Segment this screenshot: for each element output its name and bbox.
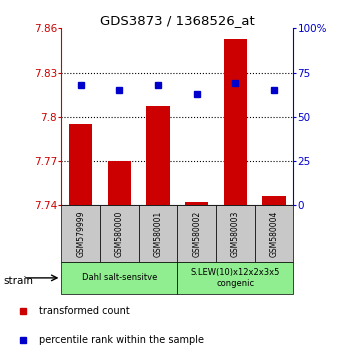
Text: strain: strain	[3, 276, 33, 286]
Bar	[177, 205, 216, 262]
Bar	[255, 205, 293, 262]
Bar	[61, 205, 100, 262]
Bar	[185, 202, 208, 205]
Text: GSM580001: GSM580001	[153, 211, 163, 257]
Bar	[100, 205, 139, 262]
Bar	[139, 205, 177, 262]
Text: GSM580002: GSM580002	[192, 211, 201, 257]
Title: GDS3873 / 1368526_at: GDS3873 / 1368526_at	[100, 14, 255, 27]
Bar	[146, 107, 169, 205]
Text: GSM580004: GSM580004	[269, 210, 279, 257]
Text: S.LEW(10)x12x2x3x5
congenic: S.LEW(10)x12x2x3x5 congenic	[191, 268, 280, 287]
Bar	[108, 161, 131, 205]
Text: GSM579999: GSM579999	[76, 210, 85, 257]
Text: percentile rank within the sample: percentile rank within the sample	[39, 335, 204, 345]
Bar	[69, 124, 92, 205]
Bar	[262, 196, 285, 205]
Bar	[216, 205, 255, 262]
Bar	[177, 262, 293, 294]
Text: Dahl salt-sensitve: Dahl salt-sensitve	[81, 273, 157, 282]
Text: GSM580000: GSM580000	[115, 210, 124, 257]
Bar	[224, 39, 247, 205]
Bar	[61, 262, 177, 294]
Text: transformed count: transformed count	[39, 306, 130, 316]
Text: GSM580003: GSM580003	[231, 210, 240, 257]
